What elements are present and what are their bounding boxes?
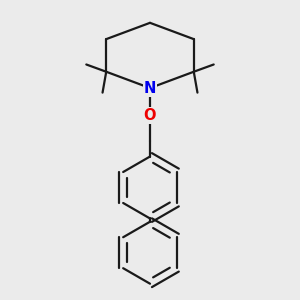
Text: N: N [144,80,156,95]
Text: O: O [144,108,156,123]
